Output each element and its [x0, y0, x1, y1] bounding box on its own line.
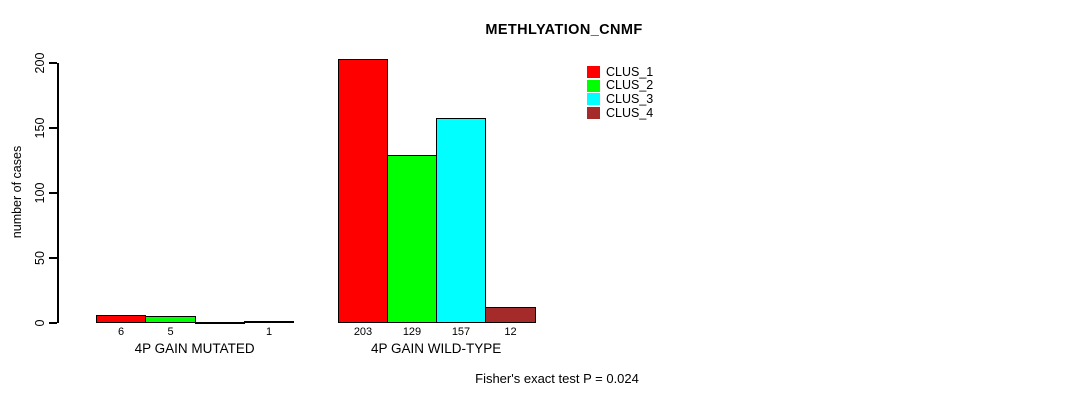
y-tick-label: 0: [33, 319, 47, 327]
legend-item: CLUS_1: [587, 65, 653, 79]
y-tick-label: 200: [33, 52, 47, 74]
y-tick-mark: [49, 322, 57, 324]
legend-item: CLUS_4: [587, 106, 653, 120]
bar-clus_4-group2: [485, 307, 536, 323]
legend-label: CLUS_3: [606, 91, 654, 106]
bar-clus_1-group2: [338, 59, 388, 323]
legend-swatch-clus_1: [587, 65, 600, 78]
bar-value-label: 157: [451, 326, 471, 338]
legend-swatch-clus_4: [587, 106, 600, 119]
bar-clus_3-group1: [195, 322, 245, 324]
bar-value-label: 5: [167, 326, 174, 338]
bar-value-label: 1: [265, 326, 273, 338]
bar-clus_2-group1: [145, 316, 196, 323]
y-tick-label: 50: [33, 251, 47, 265]
bar-value-label: 129: [402, 326, 422, 338]
legend-swatch-clus_2: [587, 79, 600, 92]
legend: CLUS_1 CLUS_2 CLUS_3 CLUS_4: [587, 65, 653, 120]
y-tick-label: 100: [33, 182, 47, 204]
y-tick-mark: [49, 127, 57, 129]
bar-clus_4-group1: [244, 321, 294, 323]
legend-label: CLUS_2: [606, 78, 654, 93]
bar-value-label: 12: [504, 326, 517, 338]
y-axis-line: [57, 63, 59, 323]
bar-clus_2-group2: [387, 155, 437, 323]
legend-item: CLUS_3: [587, 92, 653, 106]
bar-clus_1-group1: [96, 315, 146, 323]
legend-label: CLUS_1: [606, 64, 654, 79]
bar-clus_3-group2: [436, 118, 486, 323]
legend-swatch-clus_3: [587, 93, 600, 106]
legend-label: CLUS_4: [606, 105, 654, 120]
group-label-1: 4P GAIN MUTATED: [134, 341, 255, 356]
y-tick-mark: [49, 257, 57, 259]
bar-value-label: 203: [353, 326, 373, 338]
bar-value-label: 6: [117, 326, 125, 338]
chart-title: METHLYATION_CNMF: [485, 22, 643, 38]
y-tick-mark: [49, 62, 57, 64]
legend-item: CLUS_2: [587, 79, 653, 93]
annotation-fisher-test: Fisher's exact test P = 0.024: [475, 371, 639, 386]
y-tick-label: 150: [33, 117, 47, 139]
y-tick-mark: [49, 192, 57, 194]
group-label-2: 4P GAIN WILD-TYPE: [370, 341, 502, 356]
